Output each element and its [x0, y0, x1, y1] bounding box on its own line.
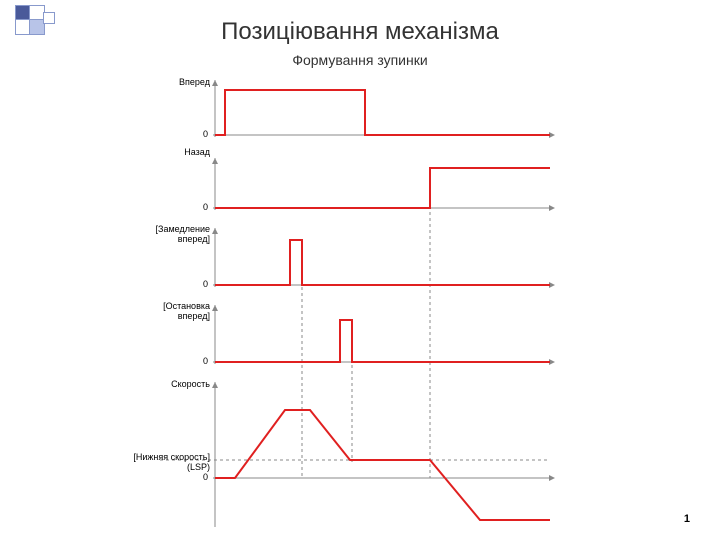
slide-title: Позиціювання механізма [0, 18, 720, 46]
slide-subtitle: Формування зупинки [0, 52, 720, 68]
slide: Позиціювання механізма Формування зупинк… [0, 0, 720, 540]
panel-sublabel: [Нижняя скорость](LSP) [60, 453, 210, 473]
zero-label: 0 [203, 129, 208, 139]
panel-label: Скорость [60, 380, 210, 390]
panel-label: Назад [60, 148, 210, 158]
timing-diagram: Вперед0Назад0[Замедлениевперед]0[Останов… [150, 80, 570, 530]
zero-label: 0 [203, 356, 208, 366]
panel-label: [Остановкавперед] [60, 302, 210, 322]
panel-label: [Замедлениевперед] [60, 225, 210, 245]
timing-diagram-svg [150, 80, 570, 530]
zero-label: 0 [203, 279, 208, 289]
page-number: 1 [684, 513, 690, 525]
zero-label: 0 [203, 472, 208, 482]
panel-label: Вперед [60, 78, 210, 88]
zero-label: 0 [203, 202, 208, 212]
